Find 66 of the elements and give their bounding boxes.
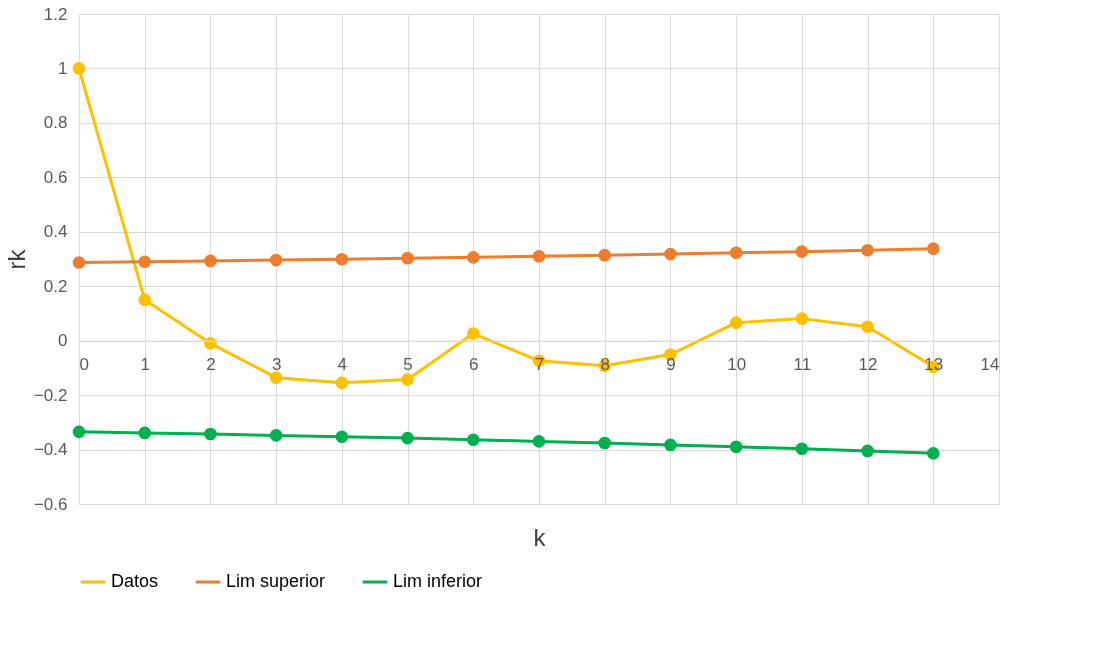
- x-tick-label: 6: [469, 355, 479, 375]
- y-tick-label: 0: [58, 331, 68, 351]
- x-tick-label: 11: [793, 355, 812, 375]
- point: [204, 254, 217, 268]
- x-tick-label: 5: [403, 355, 413, 375]
- point: [72, 425, 86, 439]
- x-tick-label: 0: [79, 355, 89, 375]
- x-tick-label: 4: [337, 355, 348, 375]
- point: [72, 256, 86, 269]
- point: [138, 426, 152, 440]
- point: [204, 337, 217, 350]
- x-tick-label: 9: [666, 355, 676, 375]
- point: [269, 429, 283, 442]
- point: [795, 312, 809, 325]
- point: [72, 62, 86, 75]
- point: [598, 248, 612, 262]
- x-tick-label: 12: [858, 355, 878, 375]
- x-tick-label: 2: [206, 355, 216, 375]
- point: [795, 245, 809, 258]
- point: [269, 253, 283, 267]
- y-tick-label: 1: [58, 58, 68, 78]
- point: [269, 371, 283, 384]
- point: [335, 376, 349, 390]
- point: [598, 436, 612, 450]
- y-tick-label: 0.6: [43, 167, 68, 187]
- y-tick-label: 0.8: [43, 113, 68, 133]
- y-axis-title: rk: [2, 248, 30, 270]
- x-tick-label: 1: [140, 355, 150, 375]
- y-tick-label: 0.4: [43, 222, 68, 242]
- x-tick-label: 3: [271, 355, 282, 375]
- x-axis-title: k: [533, 523, 547, 551]
- x-tick-label: 8: [600, 355, 610, 375]
- point: [861, 243, 874, 257]
- point: [335, 430, 349, 444]
- point: [466, 433, 480, 447]
- y-tick-label: −0.4: [33, 440, 68, 460]
- point: [401, 431, 414, 445]
- point: [138, 255, 152, 269]
- point: [466, 251, 480, 264]
- point: [729, 246, 743, 260]
- point: [795, 442, 809, 456]
- point: [466, 327, 480, 340]
- point: [335, 252, 349, 266]
- point: [926, 447, 940, 460]
- y-tick-label: 1.2: [43, 4, 68, 24]
- point: [138, 293, 152, 307]
- point: [664, 247, 677, 261]
- point: [401, 251, 414, 265]
- point: [204, 427, 217, 441]
- point: [532, 249, 546, 263]
- y-tick-label: 0.2: [43, 276, 68, 296]
- y-tick-label: −0.2: [33, 385, 68, 405]
- point: [664, 438, 677, 452]
- y-tick-label: −0.6: [33, 494, 68, 514]
- legend-label: Lim inferior: [393, 571, 483, 591]
- legend-label: Datos: [111, 571, 159, 591]
- point: [401, 373, 414, 386]
- x-tick-label: 14: [980, 355, 1000, 375]
- legend-label: Lim superior: [226, 571, 326, 591]
- point: [729, 440, 743, 454]
- point: [926, 242, 940, 255]
- point: [729, 316, 743, 330]
- point: [861, 320, 874, 334]
- point: [532, 435, 546, 448]
- x-tick-label: 10: [727, 355, 747, 375]
- point: [861, 444, 874, 458]
